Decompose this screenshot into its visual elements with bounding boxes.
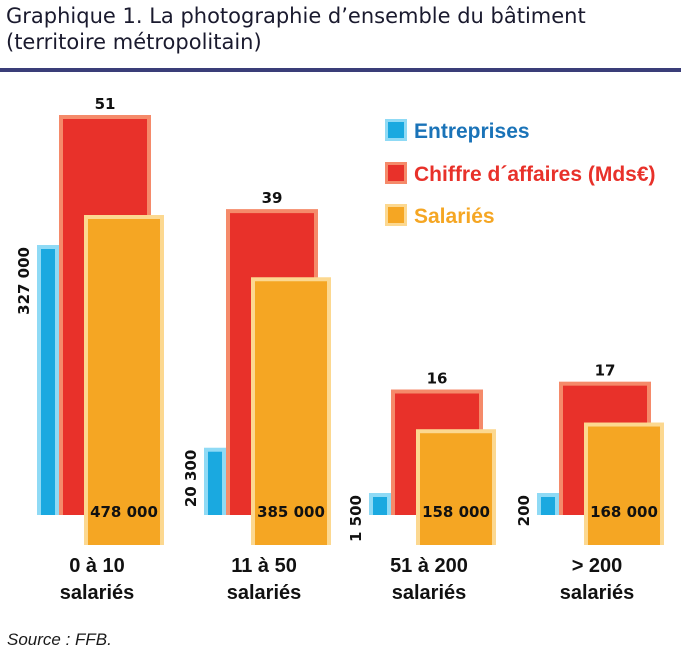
legend-item: Salariés (385, 204, 495, 228)
label-salaries: 168 000 (590, 503, 658, 521)
bar-entreprises (204, 447, 226, 515)
category-label: 11 à 50 (231, 555, 297, 577)
chart-title: Graphique 1. La photographie d’ensemble … (6, 3, 666, 55)
label-salaries: 158 000 (422, 503, 490, 521)
bar-salaries (416, 429, 496, 545)
title-line-2: (territoire métropolitain) (6, 30, 262, 54)
title-line-1: Graphique 1. La photographie d’ensemble … (6, 4, 586, 28)
title-rule (0, 68, 681, 72)
source-note: Source : FFB. (7, 630, 112, 649)
category-label: 0 à 10 (69, 555, 125, 577)
label-salaries: 385 000 (257, 503, 325, 521)
bar-salaries (251, 277, 331, 545)
legend-item: Chiffre d´affaires (Mds€) (385, 162, 656, 186)
label-entreprises: 327 000 (15, 247, 33, 315)
bar-salaries (584, 422, 664, 545)
label-chiffre-affaires: 16 (427, 370, 448, 388)
label-chiffre-affaires: 51 (95, 95, 116, 113)
label-chiffre-affaires: 17 (595, 362, 616, 380)
legend-item: Entreprises (385, 119, 530, 143)
category-label: 51 à 200 (390, 555, 468, 577)
label-salaries: 478 000 (90, 503, 158, 521)
category-label: salariés (227, 582, 302, 604)
legend-label: Salariés (414, 205, 495, 228)
bar-entreprises (369, 493, 391, 515)
category-label: salariés (560, 582, 635, 604)
label-chiffre-affaires: 39 (262, 189, 283, 207)
bar-entreprises (37, 245, 59, 515)
category-label: > 200 (572, 555, 623, 577)
category-label: salariés (392, 582, 467, 604)
label-entreprises: 200 (515, 495, 533, 526)
label-entreprises: 20 300 (182, 450, 200, 507)
legend-label: Chiffre d´affaires (Mds€) (414, 163, 656, 186)
bar-entreprises (537, 493, 559, 515)
category-label: salariés (60, 582, 135, 604)
label-entreprises: 1 500 (347, 495, 365, 542)
legend-label: Entreprises (414, 120, 530, 143)
bar-salaries (84, 215, 164, 545)
